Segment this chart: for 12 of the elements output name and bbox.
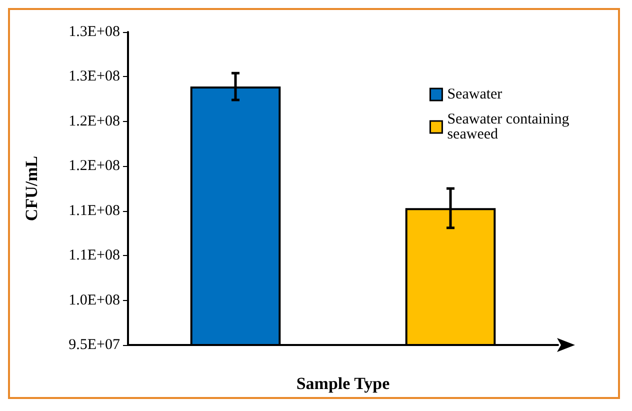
y-tick-label: 9.5E+07 bbox=[68, 337, 120, 353]
y-tick-label: 1.2E+08 bbox=[68, 158, 120, 174]
y-tick-label: 1.2E+08 bbox=[68, 113, 120, 130]
y-tick-label: 1.3E+08 bbox=[68, 24, 120, 40]
y-tick-label: 1.1E+08 bbox=[68, 202, 120, 219]
legend-label: Seawater containing seaweed bbox=[447, 112, 574, 142]
y-tick-label: 1.0E+08 bbox=[68, 292, 120, 308]
y-tick-label: 1.3E+08 bbox=[68, 68, 120, 85]
x-axis-title: Sample Type bbox=[296, 374, 390, 393]
y-tick-label: 1.1E+08 bbox=[68, 248, 120, 264]
y-axis-title: CFU/mL bbox=[22, 156, 41, 222]
legend-label: Seawater bbox=[447, 86, 502, 102]
